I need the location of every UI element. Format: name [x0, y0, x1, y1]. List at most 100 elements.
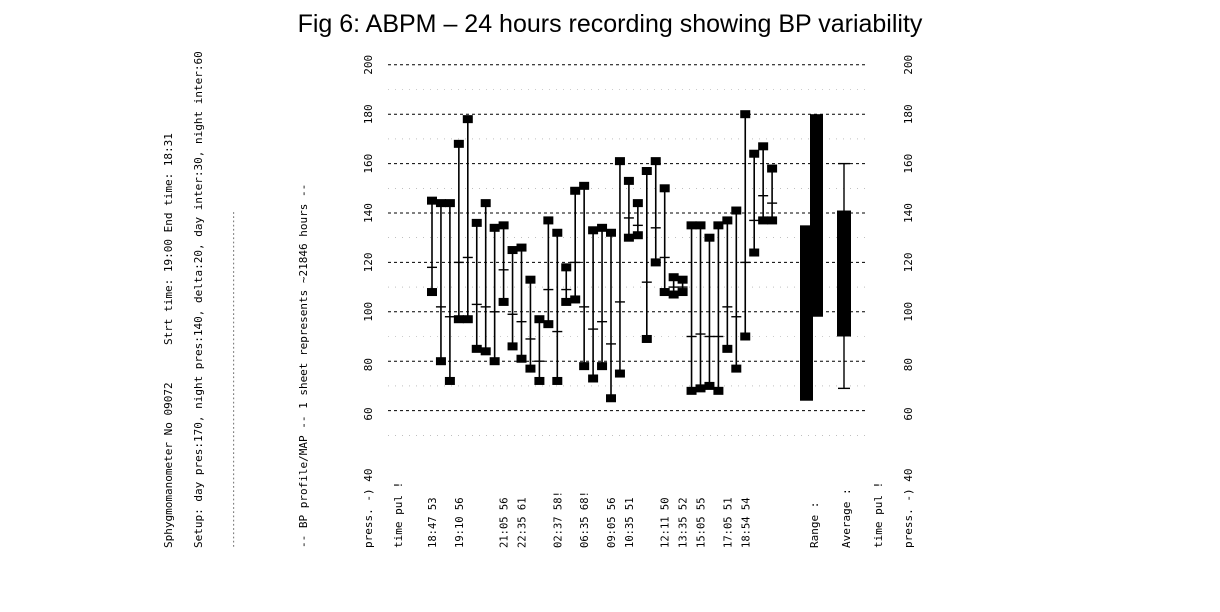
systolic-mark	[767, 164, 778, 173]
reading-38	[758, 142, 769, 225]
average-label: Average :	[840, 488, 853, 548]
diastolic-mark	[444, 376, 455, 385]
reading-21	[606, 228, 616, 403]
average-box	[837, 210, 851, 337]
systolic-mark	[579, 181, 590, 190]
device-label: Sphygmomanometer No 09072	[162, 382, 175, 548]
reading-33	[713, 221, 724, 395]
diastolic-mark	[525, 364, 536, 373]
setup-label: Setup: day pres:170, night pres:140, del…	[192, 51, 205, 548]
range-label: Range :	[808, 502, 821, 548]
diastolic-mark	[614, 369, 625, 378]
diastolic-mark	[489, 357, 500, 366]
header-rule: ----------------------------------------…	[230, 211, 238, 548]
diastolic-mark	[597, 362, 608, 371]
diastolic-mark	[704, 381, 715, 390]
systolic-mark	[588, 226, 599, 235]
diastolic-mark	[606, 394, 616, 403]
diastolic-mark	[480, 347, 491, 356]
diastolic-mark	[570, 295, 581, 304]
diastolic-mark	[453, 315, 464, 324]
tick-right-60: 60	[902, 407, 915, 420]
systolic-mark	[597, 223, 608, 232]
reading-35	[731, 206, 742, 373]
diastolic-mark	[462, 315, 473, 324]
reading-22	[614, 157, 625, 378]
diastolic-mark	[731, 364, 742, 373]
diastolic-mark	[579, 362, 590, 371]
diastolic-mark	[767, 216, 778, 225]
systolic-mark	[498, 221, 509, 230]
press-label-right: press. -) 40	[902, 469, 915, 548]
reading-8	[489, 223, 500, 366]
systolic-mark	[606, 228, 616, 237]
diastolic-mark	[659, 288, 670, 297]
figure-title: Fig 6: ABPM – 24 hours recording showing…	[297, 10, 923, 38]
tick-left-60: 60	[362, 407, 375, 420]
systolic-mark	[731, 206, 742, 215]
systolic-mark	[713, 221, 724, 230]
systolic-mark	[704, 233, 715, 242]
reading-3	[444, 199, 455, 385]
systolic-mark	[453, 139, 464, 148]
systolic-mark	[444, 199, 455, 208]
time-label-10: 13:35 52	[678, 497, 690, 548]
tick-right-80: 80	[902, 358, 915, 371]
tick-right-160: 160	[902, 154, 915, 174]
reading-12	[525, 275, 536, 373]
reading-39	[767, 164, 778, 225]
systolic-mark	[570, 186, 581, 195]
reading-32	[704, 233, 715, 390]
systolic-mark	[480, 199, 491, 208]
tick-right-120: 120	[902, 253, 915, 273]
reading-19	[588, 226, 599, 383]
reading-20	[597, 223, 608, 371]
systolic-mark	[632, 199, 643, 208]
reading-34	[722, 216, 733, 353]
systolic-mark	[471, 218, 482, 227]
range-bar-1	[800, 225, 813, 401]
reading-14	[543, 216, 554, 329]
tick-left-180: 180	[362, 104, 375, 124]
column-labels: press. -) 40 time pul ! Range : Average …	[362, 469, 915, 548]
systolic-mark	[749, 149, 760, 158]
reading-25	[641, 167, 652, 343]
diastolic-mark	[749, 248, 760, 257]
time-label-12: 17:05 51	[722, 497, 734, 548]
reading-18	[579, 181, 590, 371]
diastolic-mark	[561, 297, 572, 306]
systolic-mark	[427, 196, 437, 205]
diastolic-mark	[650, 258, 661, 267]
pressure-ticks-left: 60 80 100 120 140 160 180 200	[362, 55, 375, 421]
time-label-2: 19:10 56	[454, 497, 466, 548]
tick-right-100: 100	[902, 302, 915, 322]
diastolic-mark	[695, 384, 706, 393]
diastolic-mark	[435, 357, 446, 366]
systolic-mark	[650, 157, 661, 166]
systolic-mark	[534, 315, 545, 324]
tick-left-80: 80	[362, 358, 375, 371]
systolic-mark	[740, 110, 751, 119]
diastolic-mark	[722, 344, 733, 353]
systolic-mark	[543, 216, 554, 225]
reading-23	[623, 176, 634, 242]
press-label-left: press. -) 40	[362, 469, 375, 548]
times-label: Strt time: 19:00 End time: 18:31	[162, 133, 175, 345]
reading-26	[650, 157, 661, 267]
reading-9	[498, 221, 509, 306]
summary-marks	[800, 114, 851, 401]
systolic-mark	[462, 115, 473, 124]
time-labels: 18:47 53 19:10 56 21:05 56 22:35 61 02:37 58…	[427, 491, 752, 548]
diastolic-mark	[641, 334, 652, 343]
systolic-mark	[659, 184, 670, 193]
reading-28	[668, 273, 679, 299]
systolic-mark	[561, 263, 572, 272]
range-bar-2	[810, 114, 823, 317]
diastolic-mark	[543, 320, 554, 329]
reading-15	[552, 228, 563, 385]
reading-37	[749, 149, 760, 257]
profile-subtitle: -- BP profile/MAP -- 1 sheet represents …	[297, 184, 310, 548]
systolic-mark	[507, 246, 518, 255]
reading-16	[561, 263, 572, 306]
diastolic-mark	[758, 216, 769, 225]
